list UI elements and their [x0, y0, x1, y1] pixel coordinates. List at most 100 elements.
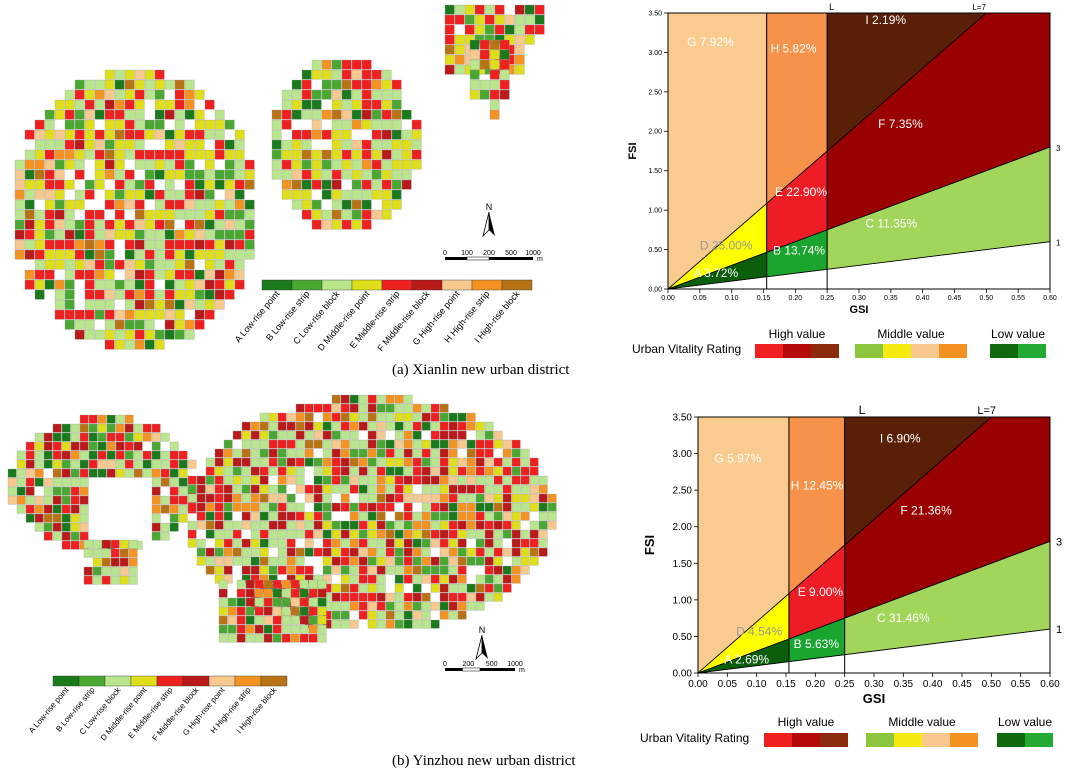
y-tick-label: 2.00: [673, 522, 693, 533]
map-cell: [215, 548, 223, 556]
map-cell: [287, 512, 295, 520]
type-swatch: [382, 280, 412, 290]
map-cell: [323, 503, 331, 511]
map-cell: [485, 566, 493, 574]
map-cell: [225, 240, 234, 249]
north-label: N: [479, 625, 486, 635]
map-cell: [413, 548, 421, 556]
map-cell: [237, 598, 245, 606]
map-cell: [467, 503, 475, 511]
map-cell: [215, 539, 223, 547]
map-cell: [359, 467, 367, 475]
map-cell: [422, 476, 430, 484]
map-cell: [235, 240, 244, 249]
map-cell: [45, 210, 54, 219]
map-cell: [215, 521, 223, 529]
map-cell: [503, 521, 511, 529]
map-cell: [55, 110, 64, 119]
map-cell: [368, 557, 376, 565]
map-cell: [318, 616, 326, 624]
map-cell: [62, 541, 70, 549]
map-cell: [85, 230, 94, 239]
map-cell: [273, 634, 281, 642]
map-cell: [359, 404, 367, 412]
map-cell: [107, 433, 115, 441]
map-cell: [350, 593, 358, 601]
map-cell: [359, 602, 367, 610]
map-cell: [342, 110, 351, 119]
map-cell: [206, 476, 214, 484]
map-cell: [237, 625, 245, 633]
map-cell: [296, 422, 304, 430]
map-cell: [35, 210, 44, 219]
map-cell: [314, 476, 322, 484]
map-cell: [300, 634, 308, 642]
map-cell: [53, 442, 61, 450]
map-cell: [145, 320, 154, 329]
map-cell: [80, 487, 88, 495]
map-cell: [245, 180, 254, 189]
map-cell: [341, 566, 349, 574]
map-cell: [278, 557, 286, 565]
map-cell: [431, 413, 439, 421]
map-cell: [503, 584, 511, 592]
map-cell: [386, 620, 394, 628]
map-cell: [521, 503, 529, 511]
map-cell: [145, 310, 154, 319]
map-cell: [323, 539, 331, 547]
map-cell: [332, 422, 340, 430]
map-cell: [188, 485, 196, 493]
map-cell: [179, 469, 187, 477]
map-cell: [440, 494, 448, 502]
map-cell: [296, 566, 304, 574]
map-cell: [25, 230, 34, 239]
map-cell: [422, 575, 430, 583]
map-cell: [458, 602, 466, 610]
map-cell: [422, 530, 430, 538]
map-cell: [485, 557, 493, 565]
x-tick-label: 0.30: [864, 679, 884, 690]
map-cell: [440, 584, 448, 592]
map-cell: [404, 476, 412, 484]
map-cell: [273, 625, 281, 633]
map-cell: [242, 512, 250, 520]
map-cell: [341, 431, 349, 439]
map-cell: [485, 548, 493, 556]
map-cell: [485, 494, 493, 502]
type-label: E Middle-rise strip: [126, 685, 174, 740]
map-cell: [170, 460, 178, 468]
map-cell: [314, 404, 322, 412]
map-cell: [282, 150, 291, 159]
map-cell: [312, 160, 321, 169]
map-cell: [296, 449, 304, 457]
map-cell: [134, 469, 142, 477]
map-cell: [215, 280, 224, 289]
map-cell: [120, 558, 128, 566]
map-cell: [485, 476, 493, 484]
map-cell: [323, 566, 331, 574]
y-tick-label: 3.00: [648, 50, 662, 57]
map-cell: [525, 35, 534, 44]
map-cell: [115, 110, 124, 119]
map-cell: [476, 467, 484, 475]
map-cell: [382, 180, 391, 189]
map-cell: [402, 160, 411, 169]
map-cell: [470, 70, 479, 79]
rating-group-label: High value: [778, 715, 835, 729]
map-cell: [264, 625, 272, 633]
map-cell: [197, 557, 205, 565]
map-cell: [195, 150, 204, 159]
map-cell: [490, 50, 499, 59]
map-cell: [179, 487, 187, 495]
map-cell: [494, 512, 502, 520]
map-cell: [155, 160, 164, 169]
map-cell: [382, 70, 391, 79]
map-cell: [273, 616, 281, 624]
map-cell: [65, 120, 74, 129]
map-cell: [75, 270, 84, 279]
map-cell: [242, 440, 250, 448]
map-cell: [255, 625, 263, 633]
map-cell: [431, 620, 439, 628]
map-cell: [476, 575, 484, 583]
map-cell: [155, 120, 164, 129]
